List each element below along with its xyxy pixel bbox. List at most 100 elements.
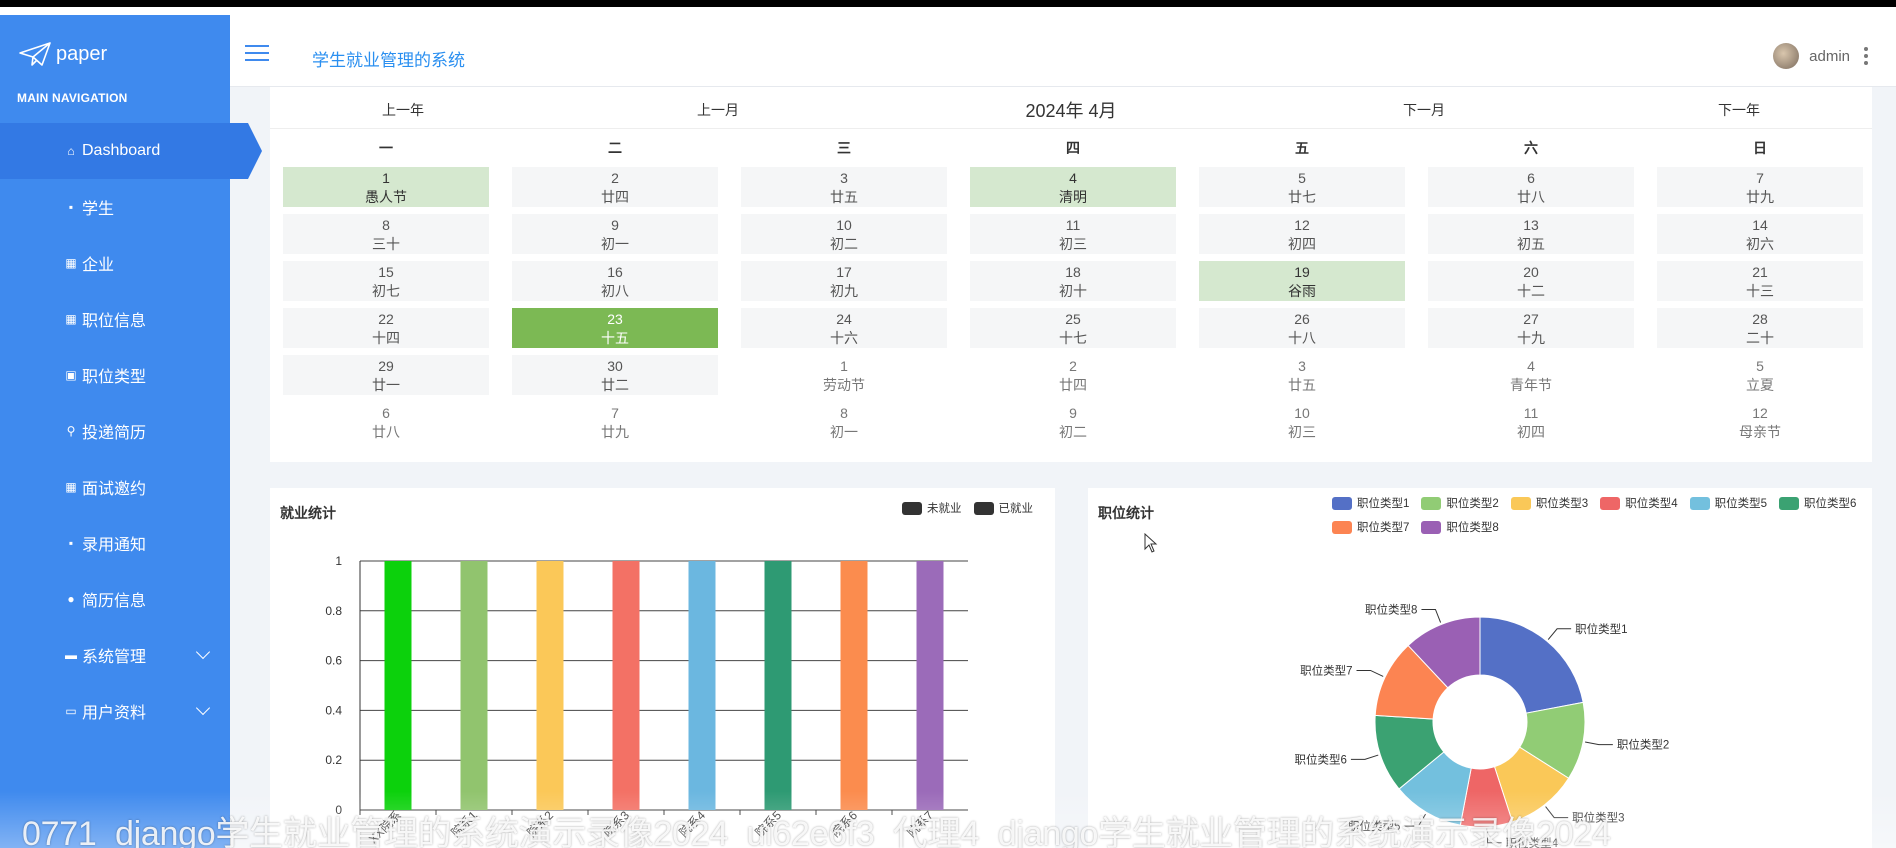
calendar-day[interactable]: 6 廿八 <box>1428 167 1634 207</box>
calendar-day[interactable]: 8 初一 <box>741 402 947 442</box>
calendar-day[interactable]: 11 初四 <box>1428 402 1634 442</box>
calendar-day[interactable]: 25 十七 <box>970 308 1176 348</box>
calendar-day[interactable]: 5 廿七 <box>1199 167 1405 207</box>
lunar-label: 初三 <box>1288 424 1316 440</box>
calendar: 上一年 上一月 2024年 4月 下一月 下一年 一 二 三 四 五 六 日 1 愚人节 2 廿四… <box>270 87 1872 462</box>
day-number: 20 <box>1523 264 1539 280</box>
calendar-day[interactable]: 9 初一 <box>512 214 718 254</box>
label-line <box>1547 628 1572 640</box>
calendar-day[interactable]: 18 初十 <box>970 261 1176 301</box>
next-month-button[interactable]: 下一月 <box>1403 102 1445 118</box>
calendar-day[interactable]: 23 十五 <box>512 308 718 348</box>
calendar-day[interactable]: 17 初九 <box>741 261 947 301</box>
day-number: 12 <box>1752 405 1768 421</box>
calendar-day[interactable]: 2 廿四 <box>512 167 718 207</box>
grid-icon: ▦ <box>65 256 77 270</box>
sidebar-item-3[interactable]: ▦ 企业 <box>0 235 230 291</box>
weekday-header: 一二三四五六日 <box>270 129 1872 165</box>
calendar-day[interactable]: 12 母亲节 <box>1657 402 1863 442</box>
calendar-day[interactable]: 1 愚人节 <box>283 167 489 207</box>
calendar-day[interactable]: 15 初七 <box>283 261 489 301</box>
day-number: 11 <box>1065 217 1081 233</box>
calendar-day[interactable]: 11 初三 <box>970 214 1176 254</box>
calendar-day[interactable]: 4 清明 <box>970 167 1176 207</box>
sidebar-item-1[interactable]: ⌂ Dashboard <box>0 123 262 179</box>
day-number: 16 <box>607 264 623 280</box>
calendar-day[interactable]: 28 二十 <box>1657 308 1863 348</box>
calendar-day[interactable]: 26 十八 <box>1199 308 1405 348</box>
brand-logo[interactable]: paper <box>18 39 107 69</box>
legend-item[interactable]: 职位类型8 <box>1421 515 1499 539</box>
avatar[interactable] <box>1773 43 1800 69</box>
legend-swatch <box>1779 496 1800 510</box>
calendar-day[interactable]: 12 初四 <box>1199 214 1405 254</box>
prev-year-button[interactable]: 上一年 <box>382 102 424 118</box>
sidebar-item-11[interactable]: ▭ 用户资料 <box>0 683 230 739</box>
calendar-day[interactable]: 10 初二 <box>741 214 947 254</box>
calendar-day[interactable]: 5 立夏 <box>1657 355 1863 395</box>
calendar-day[interactable]: 6 廿八 <box>283 402 489 442</box>
calendar-day[interactable]: 13 初五 <box>1428 214 1634 254</box>
calendar-day[interactable]: 7 廿九 <box>1657 167 1863 207</box>
y-tick-label: 0 <box>335 803 342 817</box>
legend-label: 已就业 <box>998 503 1034 515</box>
legend-swatch <box>902 501 922 515</box>
legend-item[interactable]: 职位类型1 <box>1332 491 1409 515</box>
legend-swatch <box>1510 496 1531 510</box>
more-vertical-icon[interactable] <box>1864 47 1868 65</box>
y-tick-label: 0.2 <box>325 753 342 767</box>
legend-item[interactable]: 职位类型7 <box>1332 515 1409 539</box>
calendar-day[interactable]: 4 青年节 <box>1428 355 1634 395</box>
legend-item[interactable]: 职位类型3 <box>1510 491 1588 515</box>
username[interactable]: admin <box>1809 47 1850 65</box>
calendar-day[interactable]: 19 谷雨 <box>1199 261 1405 301</box>
calendar-day[interactable]: 16 初八 <box>512 261 718 301</box>
sidebar-item-2[interactable]: ▪ 学生 <box>0 179 230 235</box>
sidebar-item-9[interactable]: ● 简历信息 <box>0 571 230 627</box>
legend-item[interactable]: 职位类型4 <box>1600 491 1678 515</box>
label-line <box>1486 828 1502 844</box>
day-number: 26 <box>1294 311 1310 327</box>
legend-swatch <box>973 501 994 515</box>
calendar-day[interactable]: 3 廿五 <box>741 167 947 207</box>
sidebar-item-label: 学生 <box>82 201 115 218</box>
menu-toggle-icon[interactable] <box>245 45 269 63</box>
calendar-day[interactable]: 21 十三 <box>1657 261 1863 301</box>
legend-item[interactable]: 未就业 <box>902 496 962 520</box>
sidebar-item-4[interactable]: ▦ 职位信息 <box>0 291 230 347</box>
calendar-day[interactable]: 7 廿九 <box>512 402 718 442</box>
y-tick-label: 1 <box>335 554 342 568</box>
sidebar-item-6[interactable]: ⚲ 投递简历 <box>0 403 230 459</box>
calendar-day[interactable]: 14 初六 <box>1657 214 1863 254</box>
legend-item[interactable]: 职位类型6 <box>1779 491 1856 515</box>
calendar-day[interactable]: 2 廿四 <box>970 355 1176 395</box>
calendar-day[interactable]: 30 廿二 <box>512 355 718 395</box>
calendar-day[interactable]: 20 十二 <box>1428 261 1634 301</box>
calendar-day[interactable]: 24 十六 <box>741 308 947 348</box>
calendar-day[interactable]: 1 劳动节 <box>741 355 947 395</box>
watermark-band <box>0 791 1896 848</box>
next-year-button[interactable]: 下一年 <box>1718 102 1760 118</box>
weekday-label: 六 <box>1524 140 1538 156</box>
calendar-day[interactable]: 29 廿一 <box>283 355 489 395</box>
sidebar-item-8[interactable]: ▪ 录用通知 <box>0 515 230 571</box>
calendar-day[interactable]: 10 初三 <box>1199 402 1405 442</box>
image-icon: ▣ <box>65 368 77 382</box>
user-menu[interactable]: admin <box>1773 43 1868 69</box>
calendar-day[interactable]: 9 初二 <box>970 402 1176 442</box>
top-strip <box>0 7 1896 15</box>
legend-item[interactable]: 职位类型5 <box>1689 491 1767 515</box>
legend-item[interactable]: 已就业 <box>973 496 1034 520</box>
legend-label: 职位类型7 <box>1357 522 1410 534</box>
sidebar-item-label: 企业 <box>82 257 115 274</box>
calendar-day[interactable]: 22 十四 <box>283 308 489 348</box>
calendar-day[interactable]: 3 廿五 <box>1199 355 1405 395</box>
calendar-day[interactable]: 8 三十 <box>283 214 489 254</box>
calendar-day[interactable]: 27 十九 <box>1428 308 1634 348</box>
sidebar-item-10[interactable]: ▬ 系统管理 <box>0 627 230 683</box>
sidebar-item-5[interactable]: ▣ 职位类型 <box>0 347 230 403</box>
sidebar-item-7[interactable]: ▦ 面试邀约 <box>0 459 230 515</box>
prev-month-button[interactable]: 上一月 <box>697 102 739 118</box>
bar <box>384 561 412 810</box>
legend-item[interactable]: 职位类型2 <box>1421 491 1499 515</box>
